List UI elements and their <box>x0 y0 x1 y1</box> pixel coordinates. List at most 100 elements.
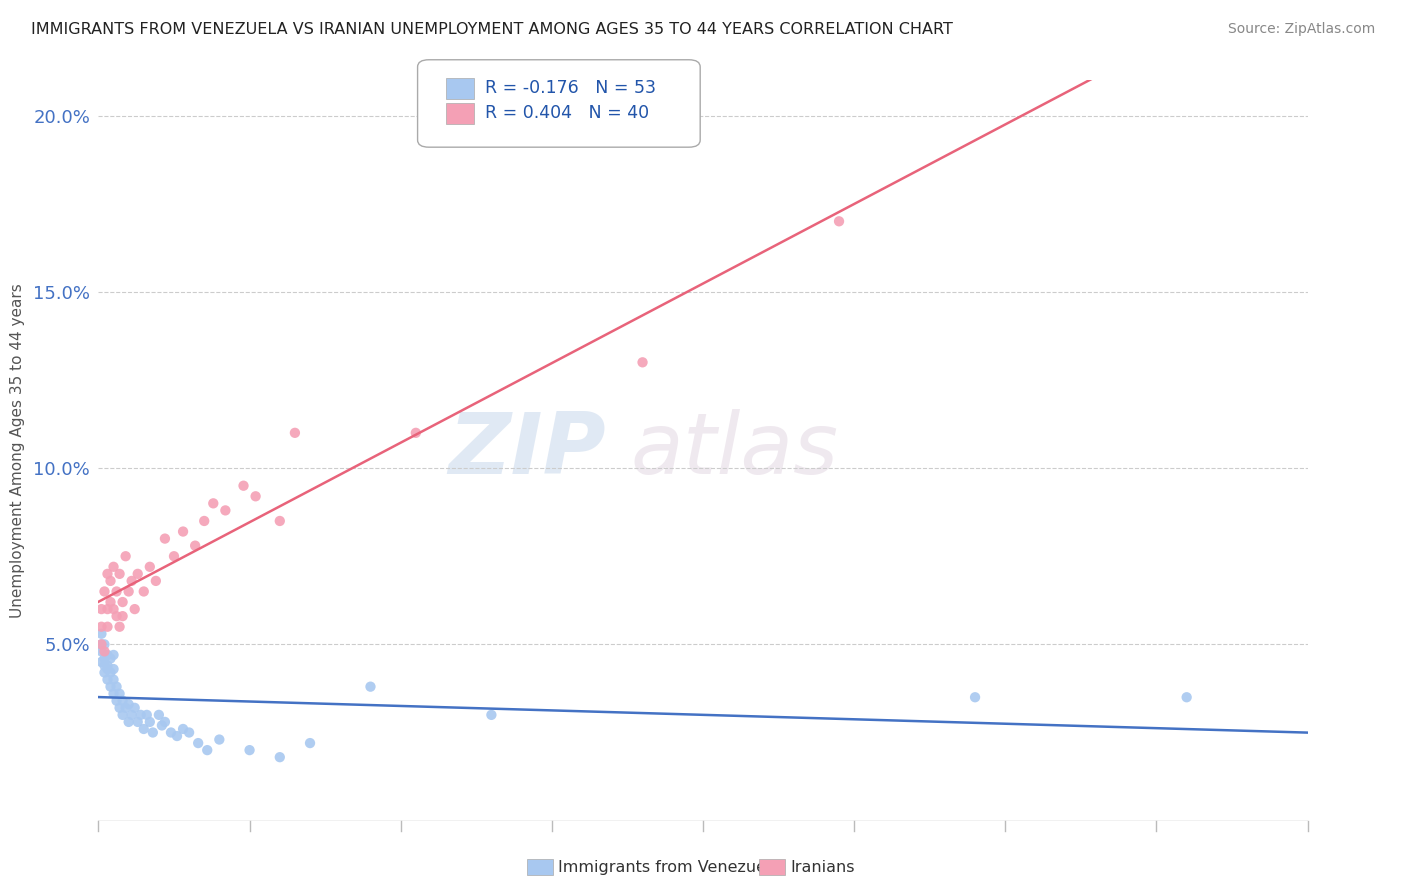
Point <box>103 662 125 676</box>
Point <box>166 729 188 743</box>
Point <box>114 549 136 564</box>
Point <box>150 718 173 732</box>
Point <box>90 655 112 669</box>
Point <box>96 673 118 687</box>
Point <box>103 602 125 616</box>
Point <box>153 714 176 729</box>
Point <box>100 665 122 680</box>
Point <box>90 627 112 641</box>
Point <box>105 584 128 599</box>
Point <box>139 559 162 574</box>
Point <box>108 620 131 634</box>
Point <box>153 532 176 546</box>
Point <box>90 602 112 616</box>
Point <box>202 496 225 510</box>
Point <box>1175 690 1198 705</box>
Point <box>111 707 134 722</box>
Point <box>100 574 122 588</box>
Text: ZIP: ZIP <box>449 409 606 492</box>
Point <box>96 620 118 634</box>
Point <box>93 658 115 673</box>
Point <box>96 662 118 676</box>
Point <box>208 732 231 747</box>
Point <box>93 584 115 599</box>
Point <box>269 514 291 528</box>
Point <box>103 687 125 701</box>
Point <box>172 722 194 736</box>
Point <box>360 680 382 694</box>
Point <box>145 574 167 588</box>
Point <box>108 701 131 715</box>
Point <box>118 584 141 599</box>
Y-axis label: Unemployment Among Ages 35 to 44 years: Unemployment Among Ages 35 to 44 years <box>10 283 25 618</box>
Point <box>100 680 122 694</box>
Point <box>96 566 118 581</box>
Point <box>96 602 118 616</box>
Point <box>93 665 115 680</box>
Point <box>127 714 149 729</box>
Point <box>269 750 291 764</box>
Point <box>114 701 136 715</box>
Point <box>481 707 503 722</box>
Point <box>100 651 122 665</box>
Point <box>96 648 118 662</box>
Point <box>90 644 112 658</box>
Point <box>239 743 262 757</box>
Point <box>90 637 112 651</box>
Point <box>100 595 122 609</box>
Text: atlas: atlas <box>630 409 838 492</box>
Point <box>105 609 128 624</box>
Text: R = 0.404   N = 40: R = 0.404 N = 40 <box>485 104 650 122</box>
Point <box>121 574 143 588</box>
Point <box>245 489 267 503</box>
Point <box>124 602 146 616</box>
Point <box>118 698 141 712</box>
Point <box>184 539 207 553</box>
Text: R = -0.176   N = 53: R = -0.176 N = 53 <box>485 79 657 97</box>
Text: IMMIGRANTS FROM VENEZUELA VS IRANIAN UNEMPLOYMENT AMONG AGES 35 TO 44 YEARS CORR: IMMIGRANTS FROM VENEZUELA VS IRANIAN UNE… <box>31 22 953 37</box>
Point <box>828 214 851 228</box>
Point <box>90 637 112 651</box>
Text: Source: ZipAtlas.com: Source: ZipAtlas.com <box>1227 22 1375 37</box>
Point <box>148 707 170 722</box>
Point <box>124 701 146 715</box>
Point <box>103 648 125 662</box>
Point <box>127 566 149 581</box>
Point <box>103 559 125 574</box>
Point <box>111 694 134 708</box>
Point <box>187 736 209 750</box>
Point <box>214 503 236 517</box>
Point <box>111 595 134 609</box>
Point <box>193 514 215 528</box>
Point <box>96 658 118 673</box>
Text: Iranians: Iranians <box>790 860 855 874</box>
Point <box>965 690 987 705</box>
Point <box>105 694 128 708</box>
Point <box>93 651 115 665</box>
Point <box>195 743 218 757</box>
Text: Immigrants from Venezuela: Immigrants from Venezuela <box>558 860 780 874</box>
Point <box>142 725 165 739</box>
Point <box>172 524 194 539</box>
Point <box>160 725 183 739</box>
Point <box>132 722 155 736</box>
Point <box>93 644 115 658</box>
Point <box>93 637 115 651</box>
Point <box>105 680 128 694</box>
Point <box>299 736 322 750</box>
Point <box>631 355 654 369</box>
Point <box>111 609 134 624</box>
Point <box>108 687 131 701</box>
Point <box>103 673 125 687</box>
Point <box>405 425 427 440</box>
Point <box>179 725 201 739</box>
Point <box>163 549 186 564</box>
Point <box>139 714 162 729</box>
Point <box>129 707 152 722</box>
Point <box>108 566 131 581</box>
Point <box>121 707 143 722</box>
Point <box>284 425 307 440</box>
Point <box>90 620 112 634</box>
Point <box>118 714 141 729</box>
Point <box>132 584 155 599</box>
